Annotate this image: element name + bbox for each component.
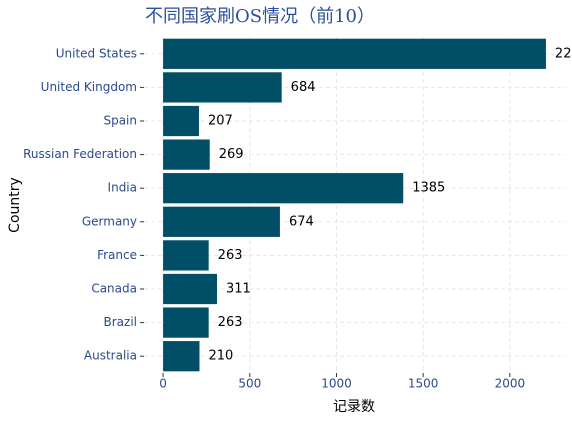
x-tick-label: 1500 — [408, 377, 439, 391]
bar — [163, 273, 217, 305]
bar — [163, 139, 210, 170]
y-tick-label: Spain — [103, 114, 137, 128]
y-tick-label: Germany — [82, 214, 137, 228]
y-tick-label: Canada — [91, 282, 137, 296]
bar — [163, 341, 200, 372]
y-axis-title: Country — [7, 177, 23, 233]
data-label: 311 — [226, 282, 251, 297]
bar — [163, 173, 404, 204]
data-label: 269 — [219, 147, 244, 162]
y-tick-label: Australia — [84, 349, 137, 363]
data-label: 2208 — [555, 46, 572, 61]
y-tick-label: United Kingdom — [41, 80, 137, 94]
chart-title: 不同国家刷OS情况（前10） — [145, 6, 375, 27]
bar — [163, 38, 546, 69]
y-tick-label: Brazil — [104, 315, 138, 329]
data-label: 263 — [218, 315, 243, 330]
bar — [163, 206, 280, 237]
data-label: 684 — [291, 80, 316, 95]
data-label: 1385 — [412, 181, 445, 196]
x-axis-title: 记录数 — [333, 399, 375, 415]
data-label: 210 — [208, 349, 233, 364]
bar — [163, 105, 199, 137]
y-tick-label: United States — [56, 46, 137, 60]
y-tick-label: India — [108, 181, 137, 195]
y-tick-label: France — [97, 248, 137, 262]
x-tick-label: 2000 — [495, 377, 526, 391]
bar — [163, 72, 282, 103]
x-tick-label: 500 — [238, 377, 261, 391]
data-label: 263 — [218, 248, 243, 263]
bar — [163, 307, 209, 338]
x-tick-label: 0 — [159, 377, 167, 391]
data-label: 674 — [289, 214, 314, 229]
bar — [163, 240, 209, 271]
x-tick-label: 1000 — [321, 377, 352, 391]
y-tick-label: Russian Federation — [23, 147, 137, 161]
data-label: 207 — [208, 114, 233, 129]
